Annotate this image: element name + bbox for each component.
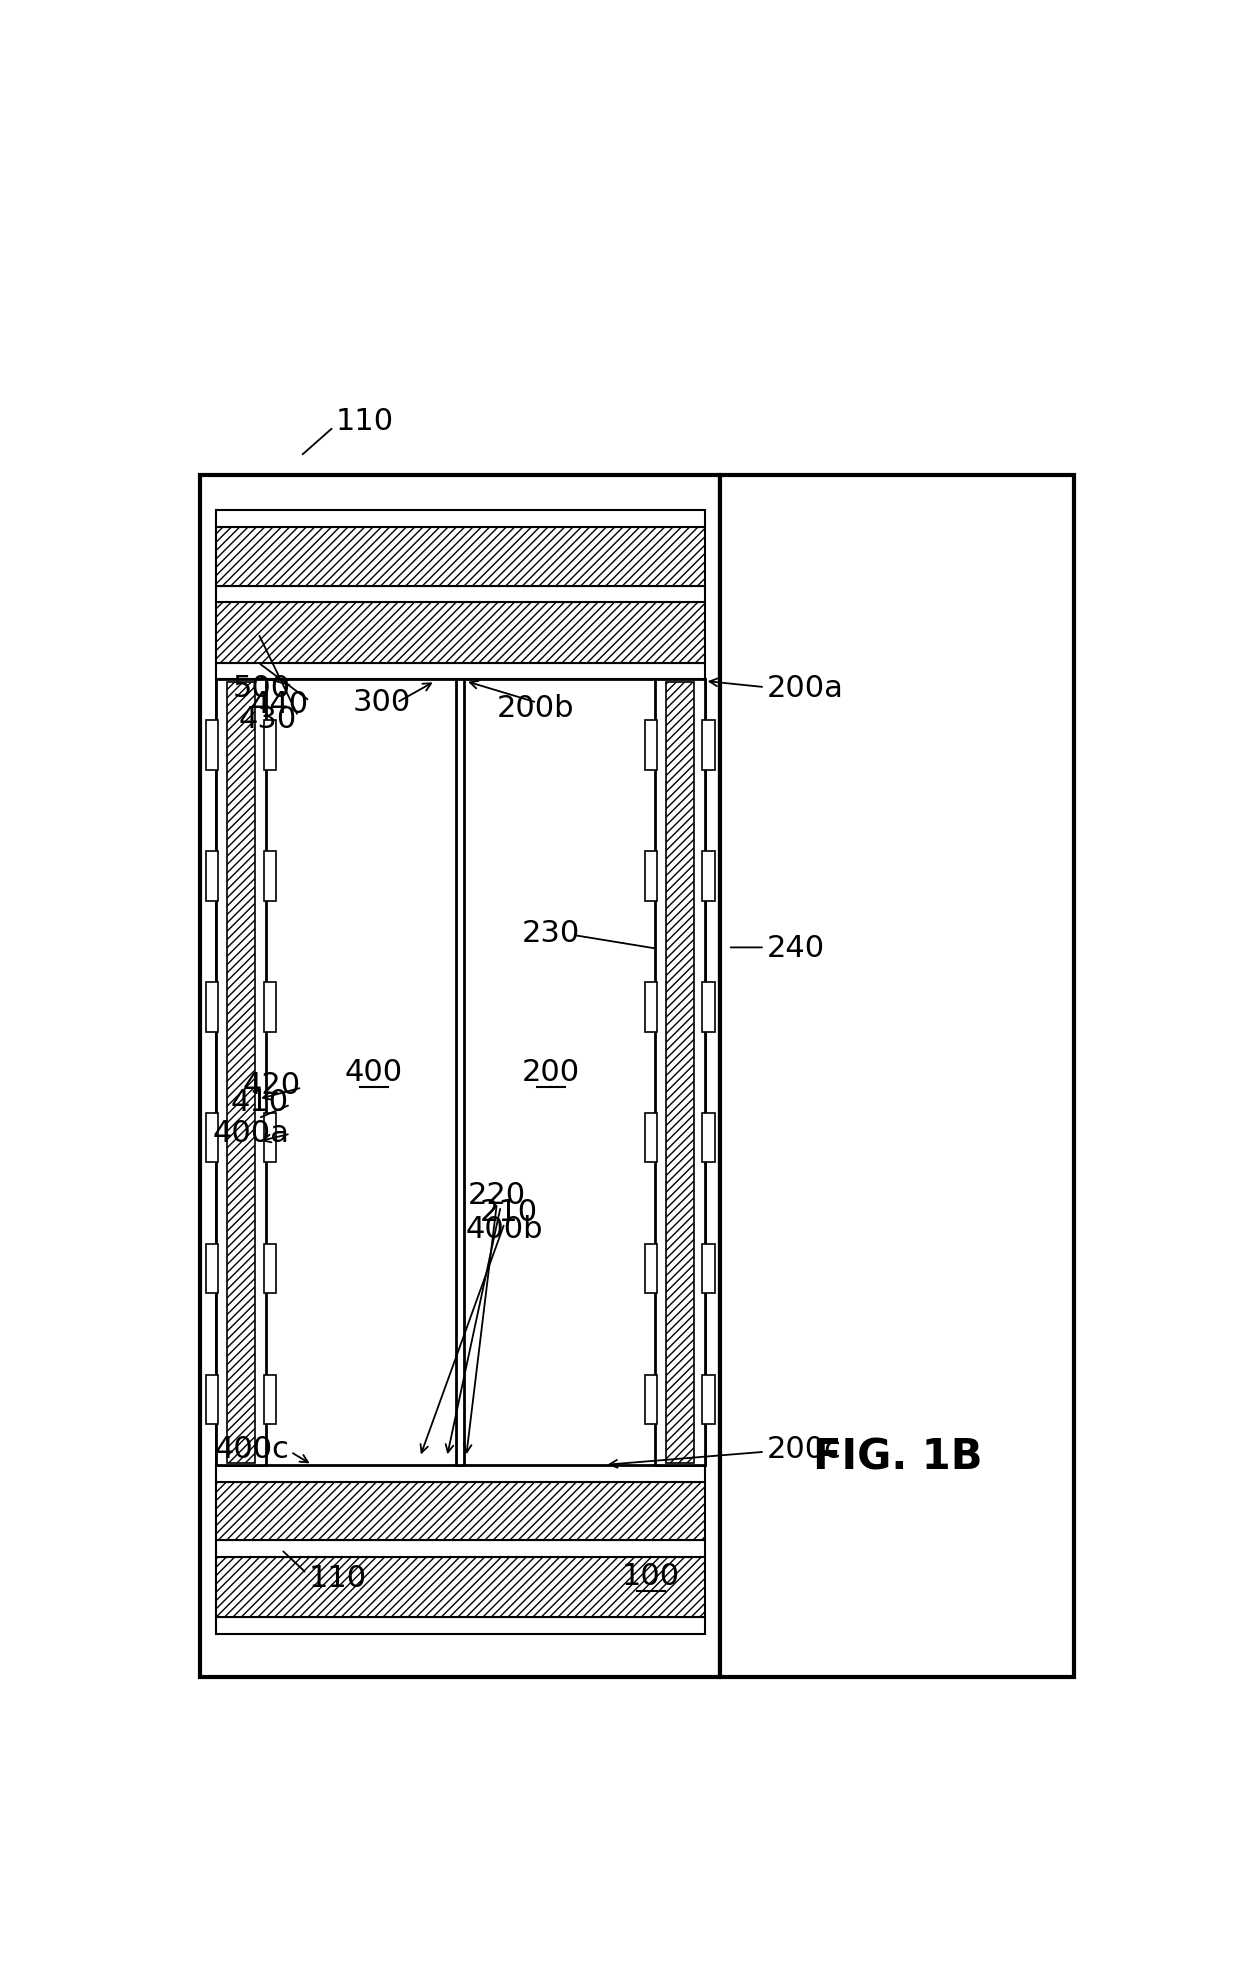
Bar <box>206 851 218 900</box>
Bar <box>645 1113 657 1162</box>
Bar <box>666 682 694 1463</box>
Bar <box>703 1244 714 1294</box>
Bar <box>264 851 277 900</box>
Bar <box>216 1465 704 1482</box>
Bar <box>645 720 657 771</box>
Bar <box>645 981 657 1032</box>
Text: 100: 100 <box>621 1563 680 1590</box>
Text: 110: 110 <box>309 1565 366 1592</box>
Bar <box>655 680 704 1465</box>
Bar <box>720 476 1074 1677</box>
Text: 410: 410 <box>231 1089 289 1117</box>
Bar <box>703 1113 714 1162</box>
Text: 400a: 400a <box>212 1119 289 1148</box>
Text: 400c: 400c <box>215 1435 289 1465</box>
Text: 200c: 200c <box>766 1435 841 1465</box>
Bar <box>227 682 255 1463</box>
Text: 440: 440 <box>250 690 309 720</box>
Text: 240: 240 <box>766 934 825 963</box>
Bar <box>201 476 720 1677</box>
Bar <box>216 586 704 602</box>
Bar <box>216 1618 704 1634</box>
Bar <box>216 680 265 1465</box>
Bar <box>206 1374 218 1423</box>
Bar <box>264 981 277 1032</box>
Bar <box>645 851 657 900</box>
Bar <box>216 509 704 527</box>
Bar <box>264 1374 277 1423</box>
Text: FIG. 1B: FIG. 1B <box>812 1435 982 1478</box>
Text: 200b: 200b <box>497 694 574 723</box>
Text: 400b: 400b <box>466 1215 543 1244</box>
Bar <box>206 981 218 1032</box>
Bar <box>645 1374 657 1423</box>
Bar <box>206 1244 218 1294</box>
Bar <box>206 720 218 771</box>
Text: 500: 500 <box>232 674 290 704</box>
Text: 430: 430 <box>238 706 296 733</box>
Bar <box>456 680 464 1465</box>
Text: 300: 300 <box>352 688 410 718</box>
Text: 400: 400 <box>345 1058 403 1087</box>
Bar <box>216 663 704 680</box>
Bar <box>264 1113 277 1162</box>
Text: 220: 220 <box>467 1182 526 1209</box>
Text: 230: 230 <box>522 918 580 948</box>
Text: 110: 110 <box>335 407 393 436</box>
Bar <box>703 981 714 1032</box>
Bar <box>216 680 704 1465</box>
Text: 420: 420 <box>243 1071 300 1101</box>
Bar <box>645 1244 657 1294</box>
Text: 200: 200 <box>522 1058 580 1087</box>
Text: 210: 210 <box>480 1197 537 1227</box>
Bar <box>703 720 714 771</box>
Bar <box>216 602 704 663</box>
Bar <box>216 1557 704 1618</box>
Bar <box>264 720 277 771</box>
Bar <box>216 527 704 586</box>
Bar <box>264 1244 277 1294</box>
Bar <box>703 851 714 900</box>
Text: 200a: 200a <box>766 674 843 704</box>
Bar <box>703 1374 714 1423</box>
Bar <box>206 1113 218 1162</box>
Bar <box>216 1539 704 1557</box>
Bar <box>216 1482 704 1539</box>
